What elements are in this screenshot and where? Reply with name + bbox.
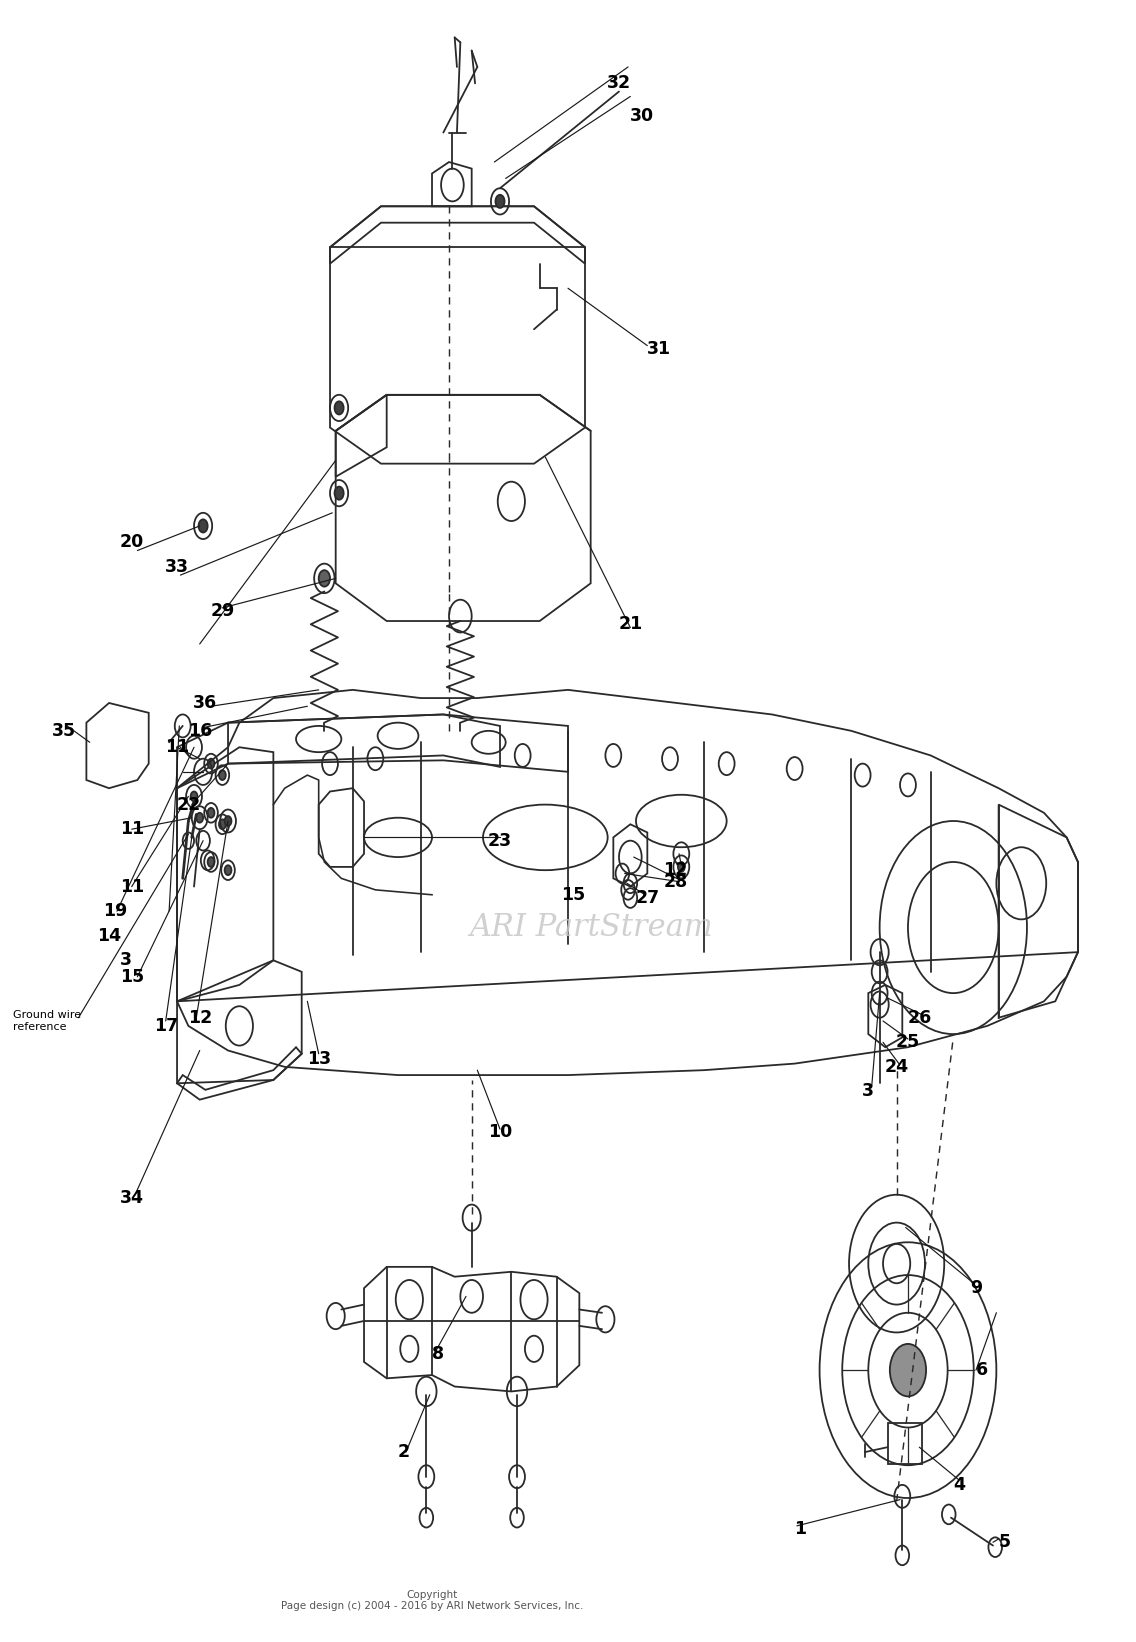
Text: 17: 17 [153,1016,177,1034]
Text: 11: 11 [119,877,144,895]
Text: 3: 3 [862,1082,875,1100]
Circle shape [335,401,343,414]
Text: 31: 31 [646,340,670,358]
Circle shape [225,816,232,826]
Text: 27: 27 [635,888,659,906]
Text: 5: 5 [999,1534,1010,1552]
Circle shape [219,819,226,829]
Circle shape [219,770,226,780]
Circle shape [335,486,343,499]
Text: 1: 1 [794,1520,807,1539]
Text: 20: 20 [119,534,144,552]
Text: 14: 14 [97,926,122,944]
Text: 15: 15 [561,885,586,903]
Text: 23: 23 [488,831,512,849]
Circle shape [225,865,232,875]
Circle shape [191,791,198,801]
Circle shape [889,1343,926,1396]
Text: 16: 16 [187,722,211,741]
Text: 11: 11 [119,821,144,837]
Circle shape [678,862,685,872]
Text: 2: 2 [398,1443,410,1461]
Text: 21: 21 [618,616,643,634]
Text: 28: 28 [663,872,687,890]
Text: 6: 6 [976,1361,987,1379]
Text: 30: 30 [629,107,653,125]
Circle shape [319,570,331,586]
Circle shape [208,857,215,867]
Circle shape [208,759,215,768]
Text: 12: 12 [663,860,687,878]
Text: 15: 15 [119,967,144,985]
Text: 22: 22 [176,796,200,813]
Text: 25: 25 [896,1033,920,1051]
Text: ARI PartStream: ARI PartStream [469,911,712,943]
Text: 11: 11 [165,739,190,757]
Text: 3: 3 [120,951,132,969]
Text: 26: 26 [908,1008,932,1026]
Text: 36: 36 [193,695,217,713]
Text: 12: 12 [187,1008,211,1026]
Text: Copyright
Page design (c) 2004 - 2016 by ARI Network Services, Inc.: Copyright Page design (c) 2004 - 2016 by… [281,1589,583,1611]
Text: 4: 4 [953,1476,964,1494]
Text: 33: 33 [165,558,189,576]
Text: 9: 9 [970,1279,982,1297]
Text: 19: 19 [102,901,127,920]
Text: 8: 8 [432,1345,444,1363]
Text: 10: 10 [487,1123,512,1141]
Bar [887,1422,921,1463]
Circle shape [199,519,208,532]
Text: 35: 35 [51,722,76,741]
Circle shape [197,813,203,823]
Text: 29: 29 [210,603,234,621]
Text: 34: 34 [119,1189,144,1207]
Circle shape [208,808,215,818]
Text: 24: 24 [885,1057,909,1076]
Text: 13: 13 [307,1049,331,1067]
Text: 32: 32 [607,74,632,92]
Text: Ground wire
reference: Ground wire reference [12,1010,81,1031]
Circle shape [495,195,504,209]
